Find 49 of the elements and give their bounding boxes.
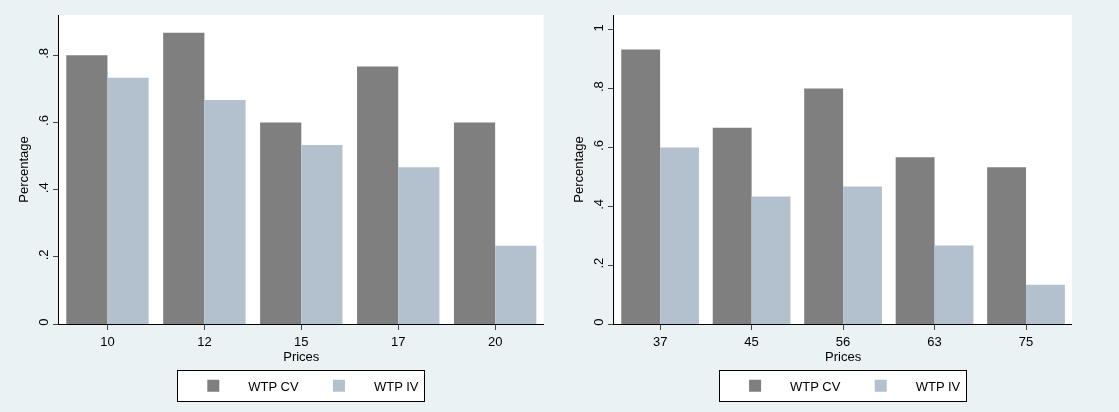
x-tick-label: 63 [927, 333, 942, 349]
bar [301, 144, 343, 324]
x-tick-label: 37 [652, 333, 668, 349]
legend-label: WTP IV [915, 378, 961, 394]
bar [934, 245, 974, 324]
bar [357, 66, 399, 324]
bar [398, 167, 440, 324]
x-tick-label: 12 [197, 333, 212, 349]
bar [895, 157, 935, 324]
bar [987, 167, 1027, 324]
y-tick-label: .2 [591, 257, 607, 269]
legend-label: WTP IV [373, 378, 419, 394]
bar [260, 122, 302, 324]
bar [621, 49, 661, 324]
legend-label: WTP CV [248, 378, 299, 394]
y-axis-title: Percentage [571, 136, 587, 203]
bar [1026, 284, 1065, 324]
y-tick-label: .4 [35, 182, 51, 194]
bar [495, 245, 537, 324]
bar [107, 77, 149, 324]
y-tick-label: .8 [591, 81, 607, 93]
y-tick-label: .2 [35, 249, 51, 261]
y-axis-title: Percentage [15, 136, 31, 203]
bar [204, 99, 246, 324]
bar [453, 122, 496, 324]
bar [751, 196, 791, 324]
y-tick-label: .6 [35, 115, 51, 126]
bar [804, 88, 844, 324]
bar [843, 186, 882, 324]
bar [66, 55, 108, 324]
bar [712, 127, 752, 324]
y-tick-label: .8 [35, 47, 51, 59]
x-tick-label: 17 [390, 333, 406, 349]
x-tick-label: 75 [1018, 333, 1034, 349]
bar [660, 147, 700, 324]
x-axis-title: Prices [825, 348, 862, 364]
legend-label: WTP CV [790, 378, 841, 394]
y-tick-label: 1 [591, 24, 607, 32]
y-tick-label: .6 [591, 140, 607, 151]
x-tick-label: 56 [835, 333, 851, 349]
y-tick-label: .4 [591, 198, 607, 210]
x-axis-title: Prices [283, 348, 320, 364]
x-tick-label: 15 [294, 333, 309, 349]
bar [163, 32, 205, 324]
x-tick-label: 45 [744, 333, 759, 349]
x-tick-label: 20 [487, 333, 503, 349]
y-tick-label: 0 [35, 318, 51, 326]
y-tick-label: 0 [591, 318, 607, 326]
x-tick-label: 10 [100, 333, 115, 349]
